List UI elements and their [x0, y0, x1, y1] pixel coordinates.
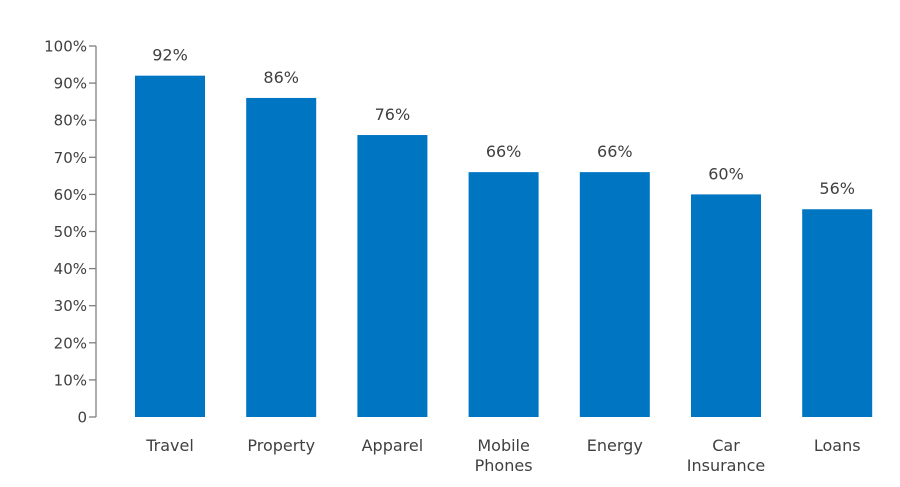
x-tick-label: Loans: [814, 436, 861, 455]
y-tick-label: 50%: [54, 223, 87, 241]
bar: [468, 172, 539, 417]
data-label: 76%: [375, 105, 411, 124]
x-tick-label: Travel: [145, 436, 194, 455]
bar: [802, 209, 873, 417]
x-tick-label: Energy: [587, 436, 643, 455]
data-label: 86%: [263, 68, 299, 87]
bar: [246, 97, 317, 417]
x-axis-labels-group: Travel Property Apparel Mobile Phones Energy C…: [145, 436, 860, 475]
x-tick-label-line: Insurance: [687, 456, 766, 475]
x-tick-label: Apparel: [362, 436, 424, 455]
y-tick-label: 100%: [44, 38, 87, 56]
x-tick-label-line: Apparel: [362, 436, 424, 455]
x-tick-label: Car Insurance: [687, 436, 766, 475]
data-label: 92%: [152, 46, 188, 65]
y-tick-label: 0: [77, 409, 87, 427]
data-label: 56%: [819, 179, 855, 198]
bar: [691, 194, 761, 417]
x-tick-label-line: Phones: [475, 456, 533, 475]
x-tick-label: Mobile Phones: [475, 436, 533, 475]
data-label: 66%: [486, 142, 522, 161]
y-tick-label: 90%: [54, 75, 87, 93]
data-label: 66%: [597, 142, 633, 161]
x-tick-label-line: Property: [247, 436, 315, 455]
y-tick-label: 10%: [54, 371, 87, 389]
bar: [579, 172, 650, 417]
y-tick-label: 30%: [54, 297, 87, 315]
x-tick-label-line: Car: [712, 436, 740, 455]
y-tick-label: 60%: [54, 186, 87, 204]
bars-group: [135, 75, 873, 418]
y-tick-label: 40%: [54, 260, 87, 278]
x-tick-label-line: Energy: [587, 436, 643, 455]
x-tick-label-line: Mobile: [477, 436, 529, 455]
y-tick-label: 20%: [54, 334, 87, 352]
x-tick-label-line: Loans: [814, 436, 861, 455]
y-tick-label: 80%: [54, 112, 87, 130]
x-tick-label: Property: [247, 436, 315, 455]
bar: [135, 75, 205, 418]
bar: [357, 135, 428, 418]
x-tick-label-line: Travel: [145, 436, 194, 455]
y-tick-label: 70%: [54, 149, 87, 167]
value-labels-group: 92% 86% 76% 66% 66% 60% 56%: [152, 46, 855, 199]
y-axis: 0 10% 20% 30% 40% 50% 60% 70% 80% 90% 100%: [44, 38, 97, 427]
data-label: 60%: [708, 164, 744, 183]
